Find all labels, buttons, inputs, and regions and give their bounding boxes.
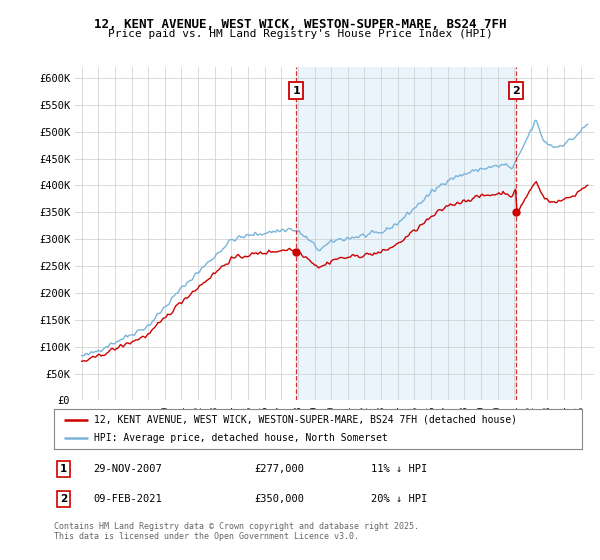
Text: 2: 2 (60, 494, 67, 504)
Text: 09-FEB-2021: 09-FEB-2021 (94, 494, 163, 504)
Text: Price paid vs. HM Land Registry's House Price Index (HPI): Price paid vs. HM Land Registry's House … (107, 29, 493, 39)
Text: 2: 2 (512, 86, 520, 96)
Text: 12, KENT AVENUE, WEST WICK, WESTON-SUPER-MARE, BS24 7FH (detached house): 12, KENT AVENUE, WEST WICK, WESTON-SUPER… (94, 415, 517, 424)
Text: 1: 1 (60, 464, 67, 474)
Text: HPI: Average price, detached house, North Somerset: HPI: Average price, detached house, Nort… (94, 433, 388, 443)
Text: 20% ↓ HPI: 20% ↓ HPI (371, 494, 427, 504)
Text: £277,000: £277,000 (254, 464, 305, 474)
Text: 11% ↓ HPI: 11% ↓ HPI (371, 464, 427, 474)
Text: Contains HM Land Registry data © Crown copyright and database right 2025.
This d: Contains HM Land Registry data © Crown c… (54, 522, 419, 542)
Text: 1: 1 (293, 86, 300, 96)
Text: 29-NOV-2007: 29-NOV-2007 (94, 464, 163, 474)
Text: £350,000: £350,000 (254, 494, 305, 504)
Text: 12, KENT AVENUE, WEST WICK, WESTON-SUPER-MARE, BS24 7FH: 12, KENT AVENUE, WEST WICK, WESTON-SUPER… (94, 18, 506, 31)
Bar (296, 67, 516, 400)
